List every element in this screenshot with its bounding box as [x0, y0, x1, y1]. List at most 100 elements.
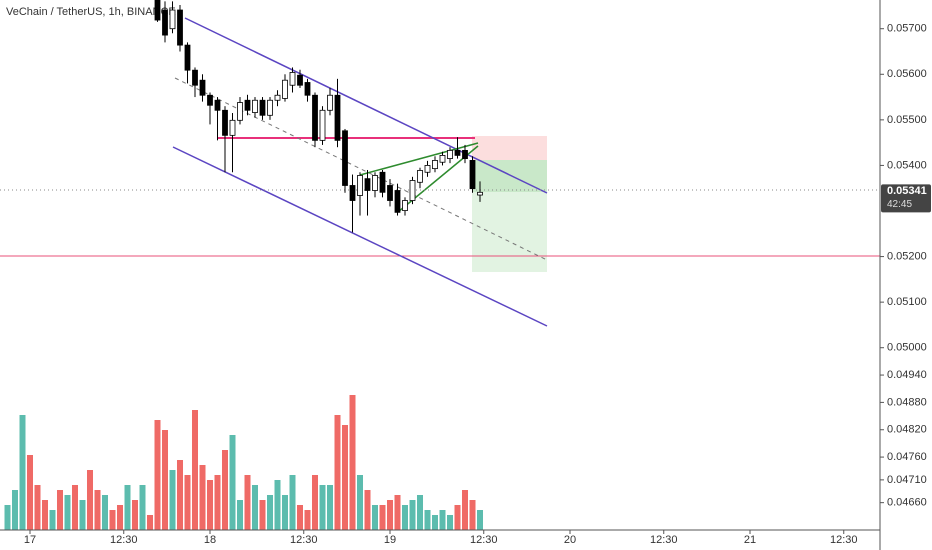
candle-body	[409, 180, 416, 201]
candle-body	[327, 94, 333, 111]
x-tick-label: 20	[564, 534, 576, 546]
volume-bar	[372, 505, 379, 530]
volume-bar	[364, 490, 371, 530]
y-tick-label: 0.05200	[887, 250, 927, 262]
candles	[154, 0, 483, 233]
volume-bar	[274, 480, 281, 530]
volume-bar	[177, 460, 184, 530]
candle-body	[237, 102, 243, 121]
volume-bar	[192, 410, 199, 530]
volume-bar	[282, 495, 289, 530]
x-tick-label: 12:30	[830, 534, 858, 546]
volume-bar	[417, 495, 424, 530]
volume-bar	[447, 515, 454, 530]
axes: 0.05700 0.05600 0.05500 0.05400 0.05200 0.051…	[24, 23, 931, 546]
y-tick-label: 0.04880	[887, 396, 927, 408]
y-tick-label: 0.05000	[887, 342, 927, 354]
chart-title: VeChain / TetherUS, 1h, BINANCE	[6, 6, 176, 18]
last-price-label: 0.05341	[887, 185, 927, 197]
candle-body	[454, 149, 461, 156]
candle-body	[274, 94, 281, 101]
y-tick-label: 0.04660	[887, 497, 927, 509]
volume-bar	[327, 485, 334, 530]
volume-bar	[147, 515, 154, 530]
y-tick-label: 0.05700	[887, 23, 927, 35]
volume-bar	[79, 500, 86, 530]
candle-body	[402, 200, 408, 211]
volume-bar	[477, 510, 484, 530]
candle-body	[312, 94, 318, 141]
last-price-box	[881, 184, 931, 213]
candle-body	[184, 44, 191, 71]
candle-body	[387, 185, 393, 201]
candle-body	[469, 160, 476, 190]
countdown-label: 42:45	[887, 199, 912, 210]
candle-body	[349, 185, 356, 201]
y-tick-label: 0.04710	[887, 474, 927, 486]
volume-bar	[57, 490, 64, 530]
volume-bar	[27, 455, 34, 530]
volume-bar	[394, 495, 401, 530]
y-tick-label: 0.04820	[887, 424, 927, 436]
volume-bar	[289, 475, 296, 530]
volume-bar	[252, 485, 259, 530]
volume-bar	[454, 505, 461, 530]
volume-bar	[207, 480, 214, 530]
volume-bar	[222, 450, 229, 530]
candle-body	[319, 109, 326, 141]
candle-body	[214, 99, 221, 111]
candle-body	[432, 160, 438, 170]
volume-bar	[34, 485, 41, 530]
drawings	[0, 17, 880, 327]
candle-body	[424, 165, 431, 173]
volume-bar	[109, 510, 116, 530]
candle-body	[154, 0, 161, 21]
candle-body	[192, 69, 198, 86]
volume-bar	[94, 490, 101, 530]
volume-bar	[334, 415, 341, 530]
volume-bar	[214, 475, 221, 530]
volume-bar	[139, 485, 146, 530]
volume-bar	[199, 465, 206, 530]
volume-bar	[87, 470, 94, 530]
candle-body	[357, 175, 363, 196]
x-tick-label: 18	[204, 534, 216, 546]
volume-bar	[312, 475, 319, 530]
candle-body	[267, 99, 273, 116]
volume-bar	[469, 500, 476, 530]
volume-bar	[102, 495, 109, 530]
volume-bar	[12, 490, 19, 530]
candle-body	[394, 190, 401, 213]
candle-body	[229, 119, 236, 136]
y-tick-label: 0.05500	[887, 114, 927, 126]
candle-body	[342, 130, 348, 186]
volume-bar	[357, 475, 364, 530]
candle-body	[259, 99, 266, 116]
x-tick-label: 12:30	[470, 534, 498, 546]
candle-body	[379, 171, 386, 193]
volume-bar	[439, 510, 446, 530]
volume-bar	[64, 495, 71, 530]
candle-body	[252, 99, 258, 113]
volume-bar	[387, 500, 394, 530]
x-tick-label: 12:30	[650, 534, 678, 546]
candle-body	[282, 79, 288, 99]
candle-body	[439, 154, 446, 163]
candle-body	[207, 94, 213, 106]
volume-bar	[124, 485, 131, 530]
y-tick-label: 0.05400	[887, 159, 927, 171]
candle-body	[297, 74, 303, 86]
volume-pane	[4, 395, 484, 530]
candle-body	[169, 9, 176, 30]
volume-bar	[259, 500, 266, 530]
candle-body	[222, 109, 228, 136]
candle-body	[304, 82, 311, 96]
channel-top	[184, 17, 548, 194]
candle-body	[477, 191, 483, 196]
stop-zone	[472, 136, 547, 160]
volume-bar	[342, 425, 349, 530]
candle-body	[162, 9, 168, 36]
volume-bar	[379, 505, 386, 530]
volume-bar	[154, 420, 161, 530]
